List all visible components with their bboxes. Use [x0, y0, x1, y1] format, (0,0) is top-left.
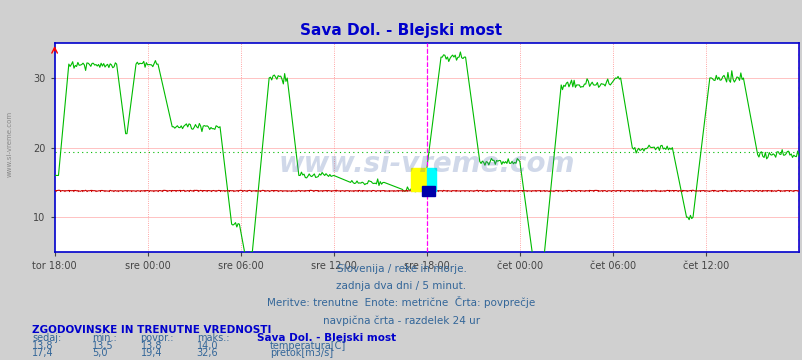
Text: min.:: min.: — [92, 333, 117, 343]
Text: Sava Dol. - Blejski most: Sava Dol. - Blejski most — [300, 23, 502, 38]
Text: Meritve: trenutne  Enote: metrične  Črta: povprečje: Meritve: trenutne Enote: metrične Črta: … — [267, 296, 535, 309]
Text: 5,0: 5,0 — [92, 348, 107, 359]
Text: 13,8: 13,8 — [140, 341, 162, 351]
Text: temperatura[C]: temperatura[C] — [269, 341, 346, 351]
Text: 13,8: 13,8 — [32, 341, 54, 351]
Text: povpr.:: povpr.: — [140, 333, 174, 343]
Text: www.si-vreme.com: www.si-vreme.com — [278, 150, 574, 178]
Text: sedaj:: sedaj: — [32, 333, 61, 343]
Text: Sava Dol. - Blejski most: Sava Dol. - Blejski most — [257, 333, 395, 343]
Text: maks.:: maks.: — [196, 333, 229, 343]
Text: 14,0: 14,0 — [196, 341, 218, 351]
Text: 13,5: 13,5 — [92, 341, 114, 351]
Text: www.si-vreme.com: www.si-vreme.com — [6, 111, 13, 177]
Text: navpična črta - razdelek 24 ur: navpična črta - razdelek 24 ur — [322, 315, 480, 326]
Text: pretok[m3/s]: pretok[m3/s] — [269, 348, 333, 359]
Text: zadnja dva dni / 5 minut.: zadnja dva dni / 5 minut. — [336, 281, 466, 291]
Text: 19,4: 19,4 — [140, 348, 162, 359]
Bar — [426, 168, 435, 190]
Text: Slovenija / reke in morje.: Slovenija / reke in morje. — [336, 264, 466, 274]
Text: ZGODOVINSKE IN TRENUTNE VREDNOSTI: ZGODOVINSKE IN TRENUTNE VREDNOSTI — [32, 325, 271, 335]
Text: 17,4: 17,4 — [32, 348, 54, 359]
Bar — [422, 186, 434, 196]
Bar — [411, 168, 426, 190]
Text: 32,6: 32,6 — [196, 348, 218, 359]
